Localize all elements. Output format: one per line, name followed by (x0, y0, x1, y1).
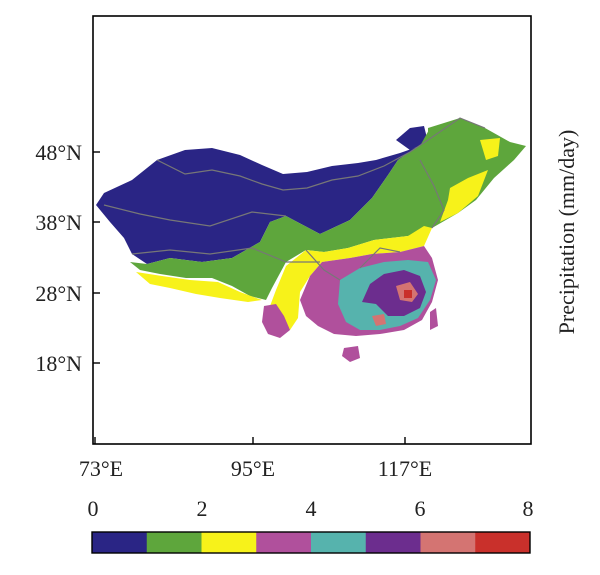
precip-zone-6-7-south (372, 314, 386, 326)
boundary-lines (103, 117, 486, 281)
colorbar-bin (420, 532, 476, 553)
map-panel: 48°N 38°N 28°N 18°N 73°E 95°E 117°E (35, 15, 532, 481)
colorbar-tick-label: 8 (523, 496, 534, 521)
boundary-inner (103, 204, 287, 227)
colorbar-tick-label: 0 (88, 496, 99, 521)
precip-zone-1-2-mongolia (420, 128, 436, 160)
colorbar-tick-label: 4 (306, 496, 317, 521)
precip-zone-5-6 (362, 270, 426, 316)
precip-zone-0-1-ne (396, 126, 428, 150)
boundary-tibet (131, 247, 320, 263)
precip-zone-2-3-central (270, 226, 432, 330)
colorbar-bin (311, 532, 367, 553)
colorbar-bin (475, 532, 531, 553)
colorbar-bin (92, 532, 148, 553)
boundary-ne (419, 159, 445, 229)
lat-axis: 48°N 38°N 28°N 18°N (35, 140, 100, 376)
precip-zone-3-4-hainan (342, 346, 360, 362)
colorbar-tick-label: 6 (415, 496, 426, 521)
colorbar-bin (256, 532, 312, 553)
precip-zone-2-3-north (480, 138, 500, 160)
lon-axis: 73°E 95°E 117°E (79, 437, 432, 481)
precip-zone-taiwan (430, 308, 438, 330)
boundary-central (305, 247, 401, 281)
colorbar-tick-label: 2 (197, 496, 208, 521)
precip-field (96, 118, 526, 362)
boundary-mongolia (156, 117, 486, 191)
precip-zone-7-8 (404, 290, 412, 298)
colorbar-bin (365, 532, 421, 553)
precip-zone-3-4-yunnan (262, 304, 290, 338)
lon-tick-label: 117°E (378, 456, 432, 481)
lat-tick-label: 48°N (35, 140, 82, 165)
precip-zone-2-3 (440, 170, 488, 222)
colorbar: 0 2 4 6 8 (88, 496, 534, 554)
colorbar-bin (201, 532, 257, 553)
colorbar-bins (92, 532, 531, 553)
colorbar-title: Precipitation (mm/day) (554, 130, 579, 335)
lon-tick-label: 73°E (79, 456, 123, 481)
lat-tick-label: 38°N (35, 210, 82, 235)
precip-zone-2-3-tibet (136, 272, 262, 302)
colorbar-bin (146, 532, 202, 553)
colorbar-frame (91, 531, 531, 554)
lon-tick-label: 95°E (231, 456, 275, 481)
precip-zone-1-2 (130, 118, 526, 300)
lat-tick-label: 18°N (35, 351, 82, 376)
lat-tick-label: 28°N (35, 281, 82, 306)
